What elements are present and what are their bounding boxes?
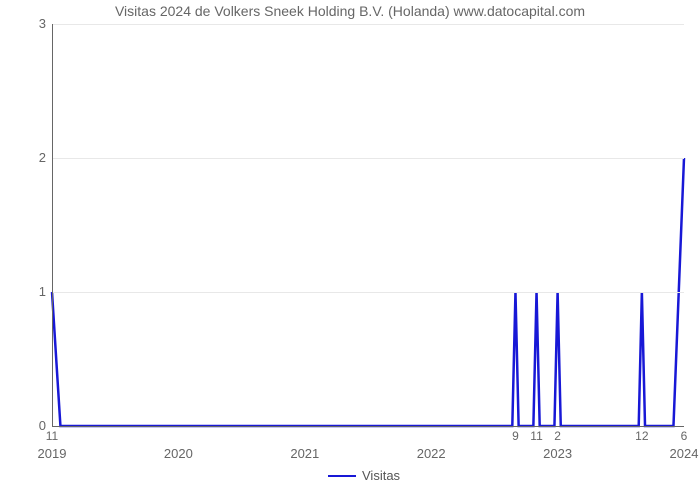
- y-tick-label: 3: [16, 16, 46, 31]
- x-tick-label: 2023: [543, 446, 572, 461]
- x-tick-label: 2022: [417, 446, 446, 461]
- chart-area: [52, 24, 684, 426]
- line-path-svg: [52, 24, 684, 426]
- x-tick-label: 2021: [290, 446, 319, 461]
- point-label: 2: [554, 429, 561, 443]
- point-label: 6: [681, 429, 688, 443]
- point-label: 11: [46, 429, 58, 443]
- legend: Visitas: [328, 468, 400, 483]
- gridline: [52, 292, 684, 293]
- point-label: 9: [512, 429, 519, 443]
- y-axis: [52, 24, 53, 426]
- legend-label: Visitas: [362, 468, 400, 483]
- x-axis: [52, 426, 684, 427]
- x-tick-label: 2019: [38, 446, 67, 461]
- x-tick-label: 2020: [164, 446, 193, 461]
- x-tick-label: 2024: [670, 446, 699, 461]
- y-tick-label: 2: [16, 150, 46, 165]
- chart-title: Visitas 2024 de Volkers Sneek Holding B.…: [0, 3, 700, 19]
- gridline: [52, 158, 684, 159]
- point-label: 12: [635, 429, 648, 443]
- y-tick-label: 1: [16, 284, 46, 299]
- point-label: 11: [530, 429, 542, 443]
- y-tick-label: 0: [16, 418, 46, 433]
- legend-swatch: [328, 475, 356, 477]
- gridline: [52, 24, 684, 25]
